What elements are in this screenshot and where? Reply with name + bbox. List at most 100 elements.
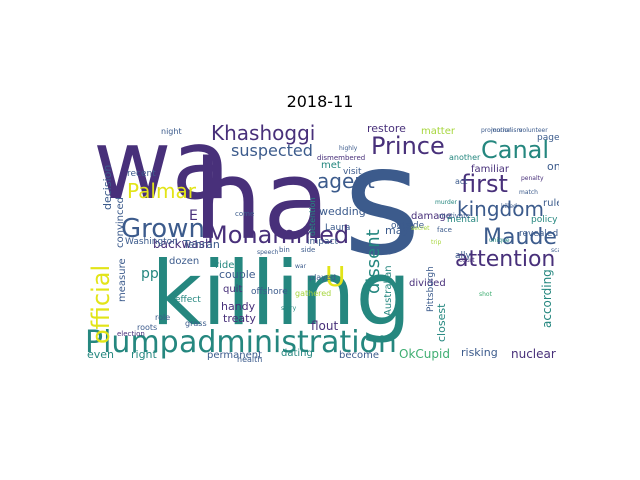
cloud-word-played: played — [309, 273, 336, 282]
cloud-word-attention: attention — [455, 247, 555, 272]
cloud-word-health: health — [237, 355, 262, 363]
cloud-word-roots: roots — [137, 323, 157, 332]
cloud-word-become: become — [339, 350, 379, 361]
figure-title: 2018-11 — [286, 92, 354, 111]
cloud-background — [81, 120, 559, 363]
cloud-word-kingdom: kingdom — [457, 197, 544, 221]
cloud-word-according: according — [540, 269, 554, 328]
cloud-word-detention: detention — [308, 198, 317, 236]
cloud-word-maude: Maude — [483, 225, 557, 250]
cloud-word-shot: shot — [479, 291, 493, 298]
cloud-word-secret: secret — [411, 225, 430, 232]
cloud-word-come: come — [235, 210, 254, 218]
cloud-word-election: election — [117, 330, 145, 338]
cloud-word-handy: handy — [221, 300, 256, 313]
cloud-word-dozen: dozen — [169, 256, 199, 267]
cloud-word-dissent: dissent — [363, 229, 384, 294]
cloud-word-pp: pp — [141, 266, 159, 282]
cloud-word-recent: recent — [127, 169, 156, 179]
cloud-word-right: right — [131, 348, 158, 361]
cloud-word-closest: closest — [435, 303, 448, 342]
cloud-word-revealed: revealed — [519, 229, 558, 239]
cloud-word-dating: dating — [281, 348, 313, 359]
cloud-word-grass: grass — [185, 319, 207, 328]
cloud-word-impact: impact — [307, 237, 338, 247]
cloud-word-damage: damage — [411, 211, 452, 222]
cloud-word-motivate: motivate — [439, 212, 470, 220]
cloud-word-unique: unique — [489, 237, 510, 244]
cloud-word-wa: wa — [93, 120, 230, 221]
cloud-word-penalty: penalty — [521, 175, 544, 182]
cloud-word-nuclear: nuclear — [511, 347, 556, 361]
cloud-word-side: side — [301, 246, 315, 254]
cloud-word-couple: couple — [219, 268, 256, 281]
cloud-word-visit: visit — [343, 167, 362, 177]
cloud-word-offshore: offshore — [251, 287, 288, 297]
cloud-word-may: may — [385, 224, 409, 237]
cloud-word-gathered: gathered — [295, 289, 331, 298]
cloud-word-volunteer: volunteer — [519, 127, 548, 134]
cloud-word-court: court — [459, 257, 475, 264]
cloud-word-washington: Washington — [125, 237, 178, 247]
cloud-word-effect: effect — [175, 295, 201, 305]
cloud-word-flout: flout — [311, 319, 339, 333]
cloud-word-familiar: familiar — [471, 164, 510, 175]
cloud-word-risking: risking — [461, 346, 498, 359]
cloud-word-policy: policy — [531, 215, 558, 225]
cloud-word-another: another — [449, 153, 481, 162]
cloud-word-official: official — [87, 265, 115, 344]
cloud-word-pittsburgh: Pittsburgh — [426, 266, 436, 312]
cloud-word-ally: ally — [455, 251, 472, 261]
cloud-word-ride: ride — [215, 260, 234, 271]
cloud-word-restore: restore — [367, 122, 406, 135]
cloud-word-matter: matter — [421, 126, 456, 137]
cloud-word-even: even — [87, 348, 114, 361]
cloud-word-quit: quit — [223, 284, 242, 295]
cloud-word-tehran: Tehran — [182, 238, 220, 251]
cloud-word-speech: speech — [257, 249, 279, 256]
cloud-word-trip: trip — [431, 239, 441, 246]
cloud-word-mental: mental — [447, 215, 479, 225]
cloud-word-suspected: suspected — [231, 141, 313, 160]
cloud-word-story: story — [281, 305, 297, 312]
cloud-word-outside: outside — [391, 221, 425, 231]
cloud-word-dismembered: dismembered — [317, 154, 365, 162]
cloud-word-murder: murder — [435, 199, 458, 206]
cloud-word-permanent: permanent — [207, 350, 262, 361]
cloud-word-rule: rule — [543, 198, 559, 209]
cloud-word-first: first — [461, 170, 508, 198]
cloud-word-canal: Canal — [481, 136, 549, 164]
cloud-word-act: act — [455, 177, 467, 186]
cloud-word-u: U — [325, 260, 346, 293]
cloud-word-killed: killed — [501, 203, 517, 210]
cloud-word-prince: Prince — [371, 132, 445, 160]
cloud-word-laura: Laura — [325, 223, 350, 233]
cloud-word-killing: killing — [151, 242, 411, 345]
cloud-word-page: page — [537, 133, 559, 143]
cloud-word-convinced: convinced — [115, 197, 126, 248]
cloud-word-face: face — [437, 226, 452, 234]
cloud-word-administration: administration — [179, 325, 397, 360]
cloud-word-highly: highly — [339, 145, 358, 152]
cloud-word-match: match — [519, 189, 538, 196]
cloud-word-grown: Grown — [121, 214, 205, 244]
cloud-word-role: role — [155, 313, 170, 322]
cloud-word-decision: decision — [101, 165, 114, 210]
cloud-word-khashoggi: Khashoggi — [211, 121, 315, 145]
cloud-word-backwash: backwash — [153, 237, 213, 251]
cloud-word-australian: Australian — [383, 265, 394, 316]
cloud-word-journalism: journalism — [490, 127, 522, 134]
cloud-word-one: one — [547, 160, 559, 173]
cloud-word-promotion: promotion — [481, 127, 512, 134]
cloud-word-treaty: treaty — [223, 312, 256, 325]
cloud-word-s: s — [343, 120, 421, 289]
cloud-word-divided: divided — [409, 278, 446, 289]
cloud-word-e: E — [189, 208, 198, 224]
cloud-word-palmar: Palmar — [127, 179, 197, 203]
cloud-word-agent: agent — [317, 169, 375, 193]
cloud-word-okcupid: OkCupid — [399, 347, 450, 361]
cloud-word-bin: bin — [279, 246, 290, 254]
cloud-word-met: met — [321, 160, 341, 171]
cloud-word-night: night — [161, 127, 182, 136]
